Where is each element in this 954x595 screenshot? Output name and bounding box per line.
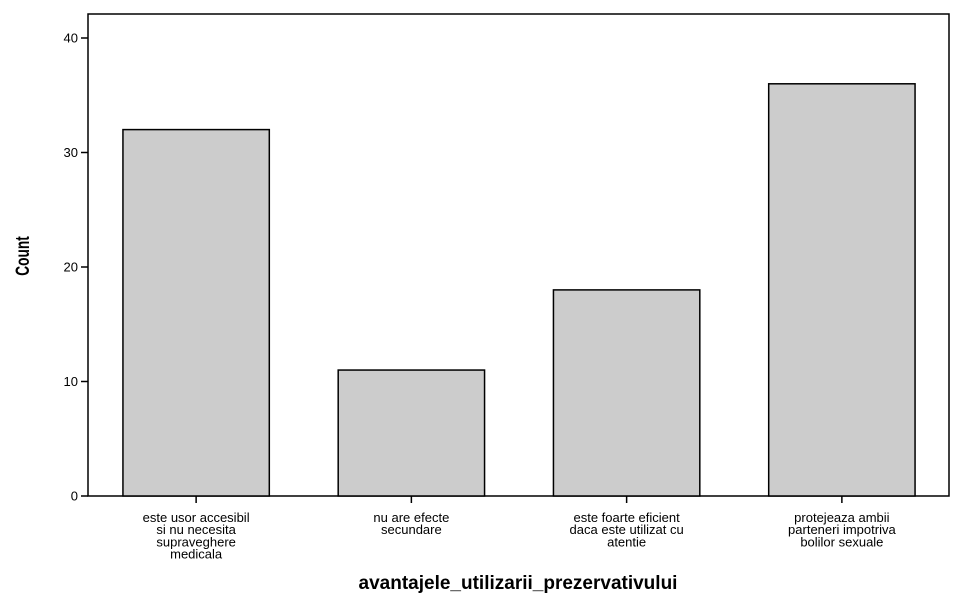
bar-4 [767,83,916,497]
x-tick-label: nu are efecte [373,510,449,525]
bar-1 [122,128,271,497]
bar-2 [337,369,486,497]
x-tick-label: protejeaza ambii [794,510,889,525]
plot-frame [87,13,950,497]
x-tick-label: secundare [381,522,442,537]
x-tick-label: parteneri impotriva [788,522,896,537]
x-tick-label: bolilor sexuale [800,534,883,549]
bars [122,83,916,497]
x-tick-label: este usor accesibil [143,510,250,525]
x-tick-label: atentie [607,534,646,549]
y-axis-title: Count [12,236,34,276]
x-tick-label: supraveghere [156,534,236,549]
y-tick-label: 40 [64,31,78,46]
bar-3 [552,289,701,497]
y-tick-label: 20 [64,260,78,275]
y-tick-label: 0 [71,489,78,504]
y-axis: 0 10 20 30 40 [64,31,88,504]
x-tick-label: este foarte eficient [574,510,681,525]
y-tick-label: 30 [64,145,78,160]
x-tick-label: si nu necesita [156,522,236,537]
y-tick-label: 10 [64,374,78,389]
x-tick-label: daca este utilizat cu [570,522,684,537]
x-tick-label: medicala [170,547,223,562]
x-axis-title: avantajele_utilizarii_prezervativului [359,573,678,594]
